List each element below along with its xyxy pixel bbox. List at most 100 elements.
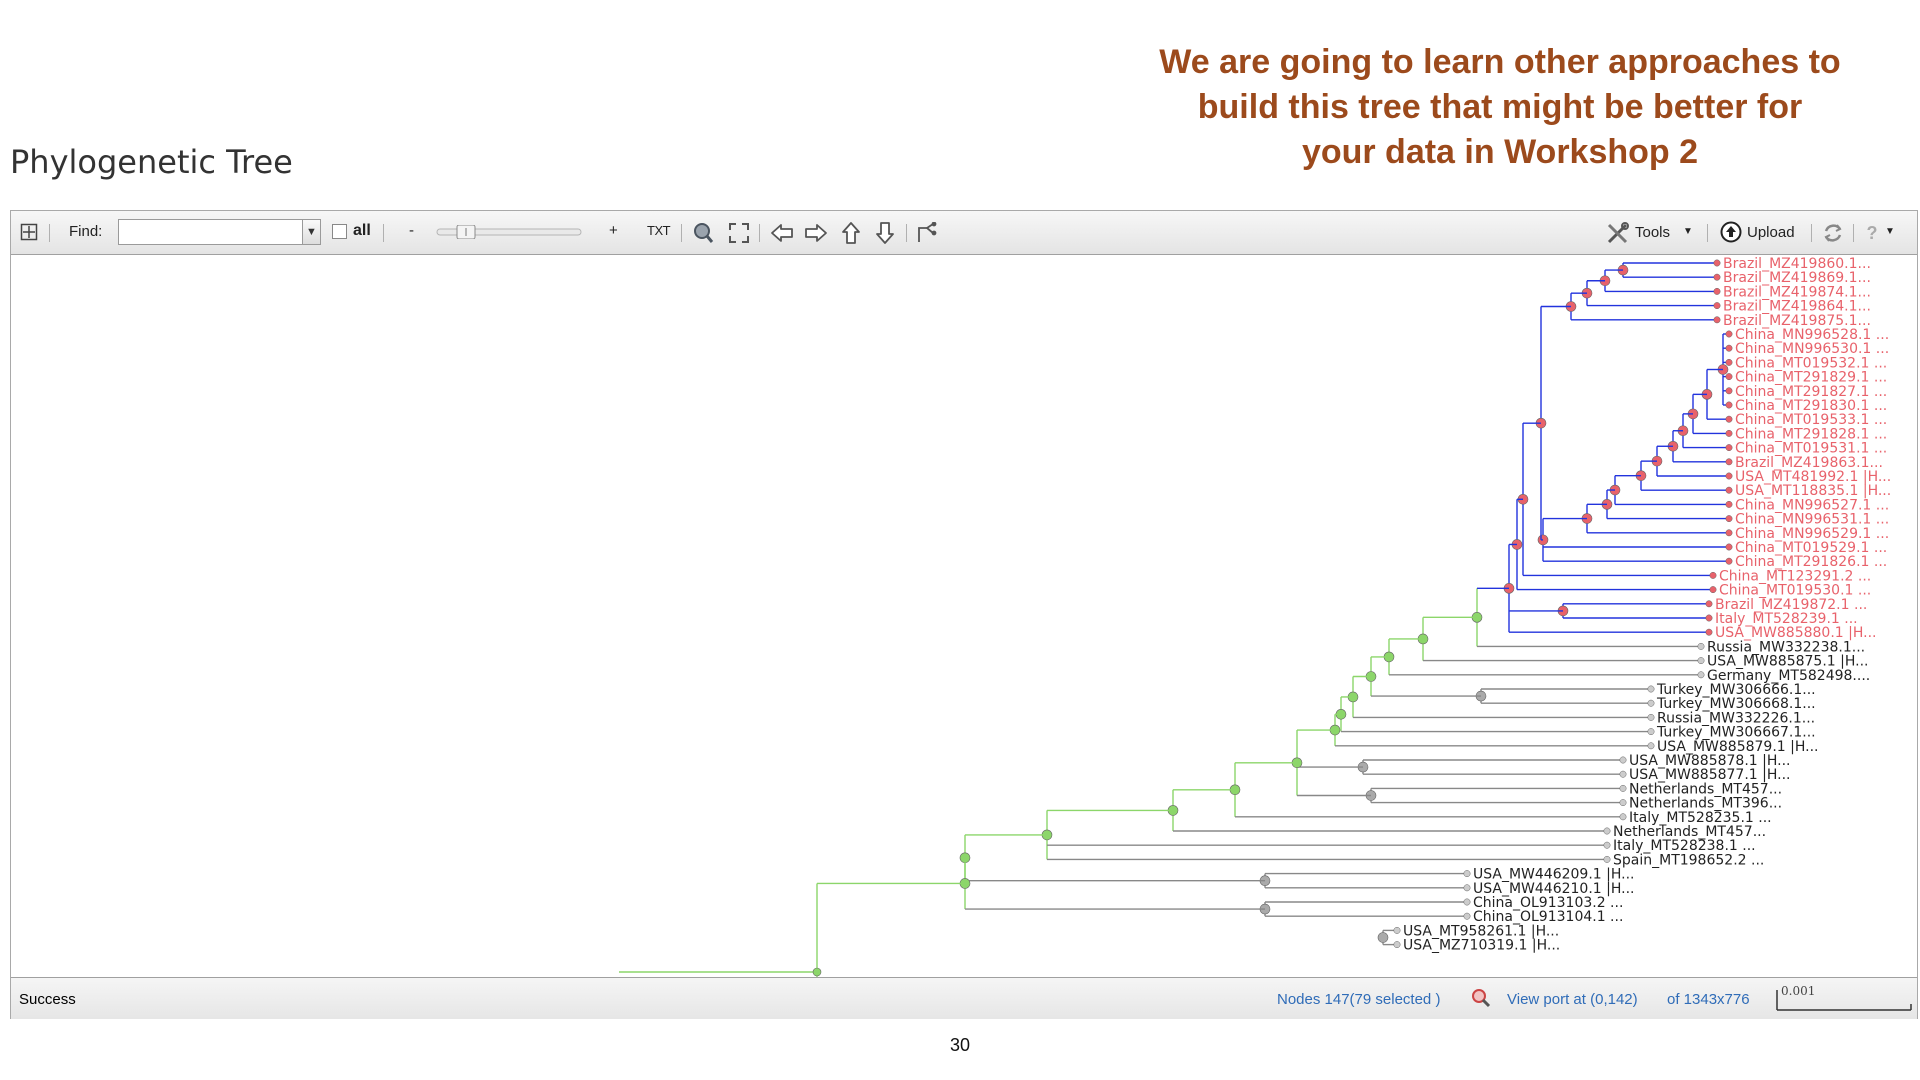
leaf-node[interactable]: [1463, 898, 1471, 906]
leaf-label[interactable]: China_MN996528.1 ...: [1735, 327, 1889, 343]
leaf-node[interactable]: [1603, 841, 1611, 849]
upload-button[interactable]: Upload: [1747, 224, 1795, 241]
leaf-node[interactable]: [1709, 571, 1717, 579]
leaf-node[interactable]: [1725, 486, 1733, 494]
leaf-node[interactable]: [1603, 827, 1611, 835]
leaf-label[interactable]: Brazil_MZ419874.1...: [1723, 284, 1871, 300]
leaf-label[interactable]: Spain_MT198652.2 ...: [1613, 852, 1764, 868]
help-dropdown-chevron-icon[interactable]: ▼: [1885, 226, 1895, 237]
fit-screen-icon[interactable]: [727, 221, 751, 245]
leaf-label[interactable]: Brazil_MZ419869.1...: [1723, 270, 1871, 286]
leaf-node[interactable]: [1709, 586, 1717, 594]
leaf-label[interactable]: USA_MT481992.1 |H...: [1735, 469, 1891, 485]
tools-dropdown-chevron-icon[interactable]: ▼: [1683, 226, 1693, 237]
leaf-label[interactable]: Italy_MT528235.1 ...: [1629, 810, 1772, 826]
leaf-node[interactable]: [1619, 784, 1627, 792]
leaf-label[interactable]: USA_MW885878.1 |H...: [1629, 753, 1791, 769]
tree-node[interactable]: [1377, 932, 1389, 943]
leaf-node[interactable]: [1463, 870, 1471, 878]
leaf-label[interactable]: China_OL913103.2 ...: [1473, 895, 1623, 911]
zoom-out-button[interactable]: -: [409, 222, 414, 239]
leaf-node[interactable]: [1619, 799, 1627, 807]
leaf-label[interactable]: China_MT123291.2 ...: [1719, 568, 1871, 584]
leaf-label[interactable]: China_MT291826.1 ...: [1735, 554, 1887, 570]
tree-canvas[interactable]: Brazil_MZ419860.1... Brazil_MZ419869.1...…: [11, 255, 1917, 977]
leaf-node[interactable]: [1619, 813, 1627, 821]
leaf-label[interactable]: USA_MW446209.1 |H...: [1473, 867, 1635, 883]
leaf-label[interactable]: China_MT019533.1 ...: [1735, 412, 1887, 428]
leaf-node[interactable]: [1713, 273, 1721, 281]
leaf-label[interactable]: China_MT291830.1 ...: [1735, 398, 1887, 414]
leaf-node[interactable]: [1725, 401, 1733, 409]
leaf-label[interactable]: Brazil_MZ419872.1 ...: [1715, 597, 1867, 613]
leaf-node[interactable]: [1647, 699, 1655, 707]
leaf-label[interactable]: China_MT019531.1 ...: [1735, 441, 1887, 457]
leaf-node[interactable]: [1725, 429, 1733, 437]
leaf-label[interactable]: USA_MZ710319.1 |H...: [1403, 938, 1560, 954]
find-dropdown-button[interactable]: ▼: [303, 219, 321, 245]
leaf-node[interactable]: [1697, 657, 1705, 665]
zoom-magnifier-icon[interactable]: [1471, 988, 1493, 1010]
leaf-label[interactable]: Brazil_MZ419864.1...: [1723, 299, 1871, 315]
leaf-label[interactable]: Turkey_MW306667.1...: [1656, 725, 1816, 741]
tools-menu-button[interactable]: Tools: [1635, 224, 1671, 241]
leaf-label[interactable]: China_MT291829.1 ...: [1735, 370, 1887, 386]
leaf-node[interactable]: [1725, 358, 1733, 366]
leaf-label[interactable]: China_MN996530.1 ...: [1735, 341, 1889, 357]
leaf-label[interactable]: Netherlands_MT396...: [1629, 796, 1782, 812]
leaf-node[interactable]: [1713, 302, 1721, 310]
phylogenetic-tree[interactable]: Brazil_MZ419860.1...Brazil_MZ419869.1...…: [11, 255, 1917, 977]
zoom-slider[interactable]: [435, 225, 585, 239]
leaf-node[interactable]: [1705, 600, 1713, 608]
leaf-node[interactable]: [1603, 855, 1611, 863]
leaf-label[interactable]: Italy_MT528239.1 ...: [1715, 611, 1858, 627]
arrow-right-icon[interactable]: [803, 221, 829, 245]
leaf-node[interactable]: [1697, 671, 1705, 679]
leaf-label[interactable]: Brazil_MZ419875.1...: [1723, 313, 1871, 329]
leaf-node[interactable]: [1463, 912, 1471, 920]
leaf-label[interactable]: USA_MW885877.1 |H...: [1629, 767, 1791, 783]
leaf-node[interactable]: [1393, 926, 1401, 934]
leaf-label[interactable]: Russia_MW332238.1...: [1707, 639, 1865, 655]
leaf-node[interactable]: [1725, 373, 1733, 381]
arrow-down-icon[interactable]: [873, 220, 897, 246]
leaf-node[interactable]: [1647, 728, 1655, 736]
leaf-label[interactable]: Turkey_MW306666.1...: [1656, 682, 1816, 698]
leaf-label[interactable]: USA_MW446210.1 |H...: [1473, 881, 1635, 897]
leaf-node[interactable]: [1463, 884, 1471, 892]
leaf-label[interactable]: China_MN996531.1 ...: [1735, 512, 1889, 528]
select-all-checkbox[interactable]: [332, 224, 347, 239]
leaf-node[interactable]: [1725, 472, 1733, 480]
help-icon[interactable]: ?: [1866, 222, 1878, 243]
leaf-label[interactable]: China_OL913104.1 ...: [1473, 909, 1623, 925]
leaf-node[interactable]: [1619, 756, 1627, 764]
leaf-node[interactable]: [1725, 458, 1733, 466]
leaf-label[interactable]: China_MT019529.1 ...: [1735, 540, 1887, 556]
leaf-label[interactable]: Brazil_MZ419860.1...: [1723, 256, 1871, 272]
leaf-node[interactable]: [1697, 642, 1705, 650]
leaf-node[interactable]: [1647, 742, 1655, 750]
leaf-label[interactable]: Italy_MT528238.1 ...: [1613, 838, 1756, 854]
leaf-node[interactable]: [1647, 685, 1655, 693]
leaf-node[interactable]: [1725, 500, 1733, 508]
leaf-label[interactable]: Brazil_MZ419863.1...: [1735, 455, 1883, 471]
leaf-node[interactable]: [1725, 529, 1733, 537]
leaf-node[interactable]: [1725, 387, 1733, 395]
leaf-node[interactable]: [1725, 415, 1733, 423]
leaf-node[interactable]: [1393, 941, 1401, 949]
tree-node[interactable]: [812, 967, 822, 977]
arrow-left-icon[interactable]: [769, 221, 795, 245]
leaf-node[interactable]: [1705, 614, 1713, 622]
leaf-label[interactable]: China_MT291827.1 ...: [1735, 384, 1887, 400]
leaf-label[interactable]: China_MN996529.1 ...: [1735, 526, 1889, 542]
leaf-label[interactable]: USA_MW885879.1 |H...: [1657, 739, 1819, 755]
leaf-node[interactable]: [1725, 330, 1733, 338]
leaf-node[interactable]: [1725, 543, 1733, 551]
leaf-node[interactable]: [1725, 515, 1733, 523]
leaf-node[interactable]: [1713, 287, 1721, 295]
leaf-node[interactable]: [1619, 770, 1627, 778]
leaf-label[interactable]: China_MN996527.1 ...: [1735, 497, 1889, 513]
leaf-label[interactable]: Netherlands_MT457...: [1629, 781, 1782, 797]
refresh-icon[interactable]: [1821, 221, 1845, 245]
leaf-label[interactable]: China_MT291828.1 ...: [1735, 426, 1887, 442]
